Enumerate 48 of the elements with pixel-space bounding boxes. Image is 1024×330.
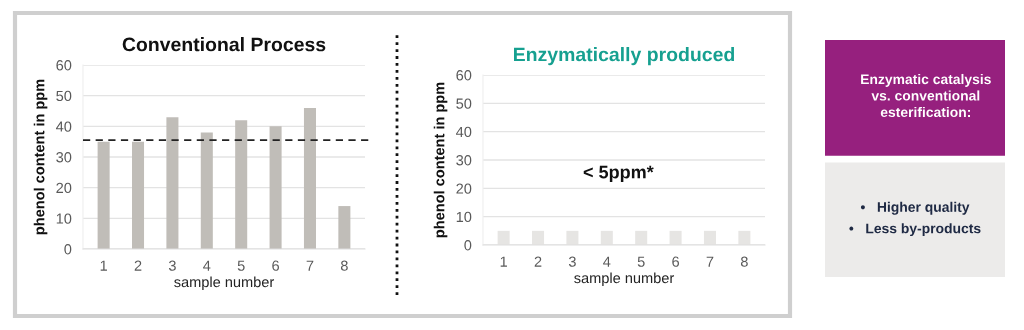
y-axis-title: phenol content in ppm xyxy=(433,82,448,238)
text: Enzymatic catalysis vs. conventional esterification: xyxy=(861,73,991,118)
y-tick-label: 10 xyxy=(456,211,472,223)
x-tick-label: 8 xyxy=(740,256,748,267)
x-tick-label: 6 xyxy=(672,256,679,267)
x-tick-label: 6 xyxy=(272,260,279,271)
x-tick-label: 5 xyxy=(637,256,645,267)
x-tick-label: 4 xyxy=(603,256,611,267)
chart-title: Conventional Process xyxy=(122,37,326,52)
y-tick-label: 50 xyxy=(456,98,472,109)
y-tick-label: 10 xyxy=(56,213,72,224)
y-tick-label: 60 xyxy=(56,60,72,71)
bar xyxy=(338,206,351,249)
y-tick-label: 30 xyxy=(456,155,472,166)
y-tick-label: 60 xyxy=(456,70,472,81)
x-tick-label: 3 xyxy=(168,260,176,271)
bar xyxy=(166,117,179,249)
x-tick-label: 5 xyxy=(237,260,245,271)
y-tick-label: 40 xyxy=(456,126,472,138)
chart-title: Enzymatically produced xyxy=(514,47,735,66)
bar xyxy=(303,107,316,249)
y-axis-title: phenol content in ppm xyxy=(33,79,48,235)
x-axis-title: sample number xyxy=(574,272,675,287)
x-tick-label: 3 xyxy=(568,256,576,267)
bar xyxy=(132,141,145,249)
x-axis-title: sample number xyxy=(174,276,275,291)
y-tick-label: 20 xyxy=(456,183,472,194)
x-tick-label: 4 xyxy=(203,260,211,271)
y-tick-label: 0 xyxy=(64,244,72,255)
bar xyxy=(235,120,248,249)
x-tick-label: 1 xyxy=(500,256,507,267)
x-tick-label: 7 xyxy=(706,256,714,267)
y-tick-label: 50 xyxy=(56,90,72,102)
bar xyxy=(97,141,110,249)
annotation: < 5ppm* xyxy=(583,165,654,183)
bar xyxy=(269,126,282,249)
y-tick-label: 0 xyxy=(464,240,472,251)
text: • Less by-products xyxy=(849,223,981,237)
bar xyxy=(200,132,213,249)
y-tick-label: 20 xyxy=(56,182,72,194)
y-tick-label: 40 xyxy=(56,121,72,132)
x-tick-label: 8 xyxy=(340,260,348,271)
x-tick-label: 7 xyxy=(306,260,314,271)
x-tick-label: 2 xyxy=(534,256,542,267)
y-tick-label: 30 xyxy=(56,152,72,163)
x-tick-label: 1 xyxy=(100,260,107,271)
text: • Higher quality xyxy=(860,201,970,215)
x-tick-label: 2 xyxy=(134,260,142,271)
